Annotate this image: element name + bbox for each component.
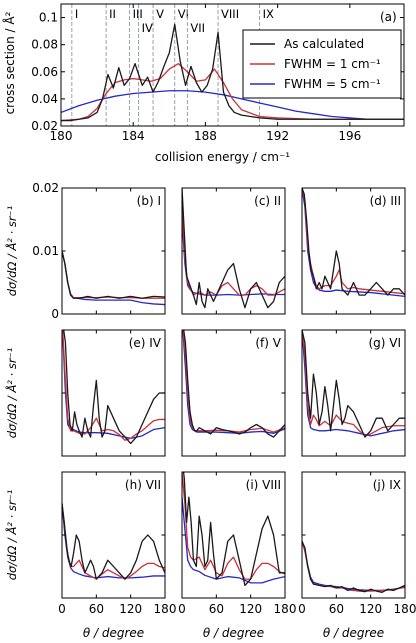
legend: As calculated FWHM = 1 cm⁻¹ FWHM = 5 cm⁻¹ [242, 29, 402, 99]
series-line-1 [302, 330, 405, 437]
y-tick-label: 0 [51, 307, 59, 321]
panel-label: (h) VII [125, 478, 161, 492]
series-line-2 [182, 497, 285, 584]
panel-label: (f) V [255, 336, 281, 350]
x-tick-label: 120 [119, 602, 142, 616]
series-line-2 [61, 90, 404, 120]
x-tick-label: 196 [338, 129, 361, 143]
y-axis-label: dσ/dΩ / Å² · sr⁻¹ [4, 206, 19, 297]
panel-lines [62, 503, 165, 580]
panel-lines [182, 188, 285, 309]
y-axis-label: dσ/dΩ / Å² · sr⁻¹ [4, 490, 19, 581]
x-axis-label: θ / degree [203, 626, 264, 640]
legend-entry: FWHM = 5 cm⁻¹ [284, 77, 381, 91]
panel-label: (e) IV [129, 336, 162, 350]
series-line-0 [62, 250, 165, 299]
marker-label-V: V [156, 7, 164, 21]
panel-a-frame [60, 3, 405, 127]
x-tick-label: 120 [239, 602, 262, 616]
series-line-0 [61, 23, 404, 122]
panel-lines [182, 472, 285, 587]
series-line-0 [63, 330, 165, 445]
x-tick-label: 0 [298, 602, 306, 616]
y-tick-label: 0.02 [31, 119, 58, 133]
legend-entry: FWHM = 1 cm⁻¹ [284, 57, 381, 71]
y-axis-label: cross section / Å² [2, 11, 17, 114]
x-tick-label: 188 [194, 129, 217, 143]
x-axis-label: collision energy / cm⁻¹ [155, 150, 290, 164]
y-tick-label: 0.01 [32, 244, 59, 258]
series-line-0 [302, 541, 405, 593]
y-tick-label: 0.08 [31, 38, 58, 52]
marker-label-II: II [109, 7, 116, 21]
x-tick-label: 180 [274, 602, 297, 616]
panel-lines [182, 330, 285, 438]
panel-label: (b) I [137, 194, 161, 208]
x-tick-label: 120 [359, 602, 382, 616]
panel-lines [302, 541, 405, 593]
panel-label: (d) III [370, 194, 401, 208]
panel-label: (a) [380, 10, 397, 24]
series-line-0 [302, 330, 405, 438]
panel-lines [62, 330, 165, 445]
panel-2: (c) II [181, 187, 286, 315]
series-line-2 [302, 188, 405, 298]
x-tick-label: 184 [122, 129, 145, 143]
panel-5: (f) V [181, 329, 286, 457]
panel-1: 0 0.01 0.02 (b) I [32, 181, 166, 321]
series-line-0 [182, 188, 285, 309]
panel-3: (d) III [301, 187, 406, 315]
panel-lines [302, 188, 405, 298]
y-tick-label: 0.06 [31, 65, 58, 79]
panel-8: 0 60 120 180 (i) VIII [178, 471, 297, 616]
panel-lines [62, 250, 165, 306]
series-line-2 [182, 330, 285, 434]
y-tick-label: 0.02 [32, 181, 59, 195]
x-axis-label: θ / degree [323, 626, 384, 640]
marker-label-VI: VI [178, 7, 189, 21]
series-line-0 [302, 188, 405, 296]
panel-label: (g) VI [368, 336, 401, 350]
panel-6: (g) VI [301, 329, 406, 457]
x-tick-label: 180 [394, 602, 416, 616]
series-line-0 [183, 330, 285, 438]
x-tick-label: 0 [178, 602, 186, 616]
panel-lines [302, 330, 405, 438]
marker-label-IV: IV [142, 21, 153, 35]
x-tick-label: 60 [329, 602, 344, 616]
y-tick-label: 0.1 [39, 11, 58, 25]
legend-entry: As calculated [284, 37, 364, 51]
x-tick-label: 60 [209, 602, 224, 616]
x-tick-label: 60 [89, 602, 104, 616]
x-tick-label: 180 [154, 602, 177, 616]
series-line-0 [62, 503, 165, 580]
marker-label-IX: IX [263, 7, 274, 21]
series-line-1 [61, 62, 404, 122]
series-line-1 [182, 472, 285, 580]
series-line-1 [62, 330, 165, 441]
marker-label-VII: VII [190, 21, 205, 35]
marker-label-VIII: VIII [221, 7, 239, 21]
series-line-0 [182, 472, 285, 587]
x-tick-label: 0 [58, 602, 66, 616]
panel-9: 0 60 120 180 (j) IX [298, 471, 416, 616]
panel-label: (c) II [254, 194, 281, 208]
x-tick-label: 192 [266, 129, 289, 143]
y-axis-label: dσ/dΩ / Å² · sr⁻¹ [4, 348, 19, 439]
marker-label-III: III [133, 7, 143, 21]
x-axis-label: θ / degree [83, 626, 144, 640]
series-line-1 [182, 330, 285, 433]
panel-label: (j) IX [373, 478, 401, 492]
x-tick-label: 180 [50, 129, 73, 143]
panel-4: (e) IV [61, 329, 166, 457]
y-tick-label: 0.04 [31, 92, 58, 106]
marker-label-I: I [75, 7, 78, 21]
panel-a-lines [61, 23, 404, 122]
panel-label: (i) VIII [246, 478, 281, 492]
panel-7: 0 60 120 180 (h) VII [58, 471, 177, 616]
